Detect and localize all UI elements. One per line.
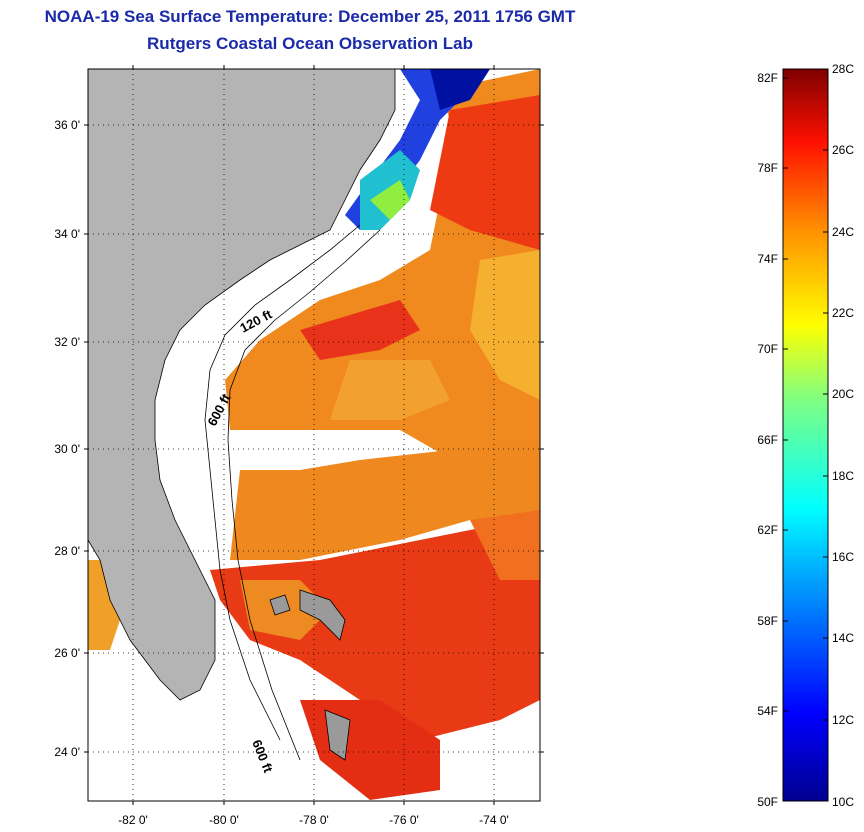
lat-tick-label: 30 0' — [54, 442, 80, 456]
fahrenheit-label: 50F — [757, 795, 778, 809]
celsius-label: 12C — [832, 713, 854, 727]
lon-tick-label: -82 0' — [118, 813, 148, 827]
grid-lines — [88, 69, 540, 801]
lat-tick-label: 24 0' — [54, 745, 80, 759]
fahrenheit-label: 82F — [757, 71, 778, 85]
lon-tick-label: -76 0' — [389, 813, 419, 827]
fahrenheit-label: 58F — [757, 614, 778, 628]
lat-tick-label: 36 0' — [54, 118, 80, 132]
celsius-label: 24C — [832, 225, 854, 239]
map-title: NOAA-19 Sea Surface Temperature: Decembe… — [44, 7, 576, 26]
celsius-label: 28C — [832, 62, 854, 76]
bathymetry-contours — [204, 224, 381, 761]
fahrenheit-label: 78F — [757, 161, 778, 175]
longitude-axis: -82 0' -80 0' -78 0' -76 0' -74 0' — [118, 65, 509, 827]
map-subtitle: Rutgers Coastal Ocean Observation Lab — [147, 34, 473, 53]
bahamas-islands — [269, 589, 351, 761]
lon-tick-label: -74 0' — [479, 813, 509, 827]
celsius-label: 10C — [832, 795, 854, 809]
lon-tick-label: -78 0' — [299, 813, 329, 827]
celsius-label: 26C — [832, 143, 854, 157]
lat-tick-label: 32 0' — [54, 335, 80, 349]
lat-tick-label: 34 0' — [54, 227, 80, 241]
lat-tick-label: 28 0' — [54, 544, 80, 558]
lat-tick-label: 26 0' — [54, 646, 80, 660]
temperature-colorbar: 82F 78F 74F 70F 66F 62F 58F 54F 50F 28C … — [757, 62, 854, 809]
lon-tick-label: -80 0' — [209, 813, 239, 827]
fahrenheit-label: 74F — [757, 252, 778, 266]
fahrenheit-label: 70F — [757, 342, 778, 356]
fahrenheit-label: 66F — [757, 433, 778, 447]
celsius-label: 22C — [832, 306, 854, 320]
fahrenheit-label: 54F — [757, 704, 778, 718]
latitude-axis: 36 0' 34 0' 32 0' 30 0' 28 0' 26 0' 24 0… — [54, 118, 544, 759]
celsius-label: 14C — [832, 631, 854, 645]
celsius-label: 16C — [832, 550, 854, 564]
map-area: 120 ft 600 ft 600 ft — [88, 69, 540, 801]
celsius-label: 20C — [832, 387, 854, 401]
sst-field — [88, 69, 540, 800]
celsius-label: 18C — [832, 469, 854, 483]
land-mass — [88, 69, 396, 701]
colorbar-gradient — [782, 68, 829, 802]
fahrenheit-label: 62F — [757, 523, 778, 537]
